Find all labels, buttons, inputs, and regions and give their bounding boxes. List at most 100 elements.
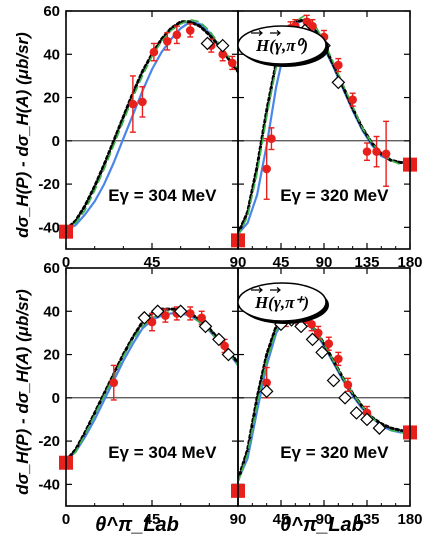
data-point-diamond — [173, 304, 188, 319]
curve-group — [66, 307, 238, 464]
panel-bottom-left: 0 45 90 -40 -20 0 20 40 60 Eγ = 304 MeV — [38, 260, 246, 528]
x-axis-label-right: θ^π_Lab — [280, 514, 364, 536]
x-tick-label: 90 — [230, 254, 247, 271]
top-row: 0 45 90 -40 -20 0 20 40 60 Eγ = 304 MeV 45 90 135 180… — [38, 3, 422, 271]
data-point-circle — [308, 21, 317, 31]
theory-curve-blue-solid — [66, 312, 238, 462]
panel-top-right: 45 90 135 180 Eγ = 320 MeV H(γ,π⁰) — [231, 10, 423, 271]
energy-label: Eγ = 320 MeV — [280, 443, 389, 462]
data-point-circle — [220, 341, 229, 351]
data-point-diamond — [349, 406, 364, 420]
vector-arrow-icon — [251, 287, 263, 293]
data-point-diamond — [294, 319, 308, 334]
data-point-circle — [138, 97, 147, 107]
plot-frame — [65, 267, 239, 507]
data-point-circle — [267, 134, 276, 143]
y-tick-label: 0 — [52, 390, 60, 407]
reaction-label-oval — [237, 25, 327, 65]
data-point-circle — [334, 354, 343, 364]
energy-label: Eγ = 320 MeV — [280, 186, 389, 205]
data-point-circle — [147, 317, 157, 327]
data-point-diamond — [315, 345, 329, 360]
data-point-circle — [324, 339, 334, 349]
data-point-circle — [109, 378, 119, 387]
data-point-circle — [362, 147, 372, 156]
x-tick-label: 45 — [273, 254, 290, 271]
data-point-circle — [334, 60, 343, 70]
plot-frame — [237, 267, 411, 507]
data-point-diamond — [212, 332, 226, 347]
data-point-circle — [343, 380, 353, 390]
y-tick-label: 20 — [43, 347, 60, 364]
x-tick-label: 0 — [62, 254, 70, 271]
data-point-diamond — [326, 373, 341, 388]
data-point-circle — [185, 309, 195, 318]
theory-curve-black-dotted — [66, 307, 238, 463]
theory-curve-green-dashed — [66, 18, 238, 233]
energy-label: Eγ = 304 MeV — [108, 443, 217, 462]
data-point-diamond — [198, 319, 213, 334]
y-axis-label-top: dσ_H(P) - dσ_H(A) (μb/sr) — [13, 32, 32, 238]
plot-frame — [237, 10, 411, 250]
x-axis-label-left: θ^π_Lab — [95, 514, 179, 536]
panel-top-left: 0 45 90 -40 -20 0 20 40 60 Eγ = 304 MeV — [38, 3, 246, 271]
data-point-circle — [218, 49, 228, 59]
y-tick-label: -20 — [38, 176, 60, 193]
data-point-diamond — [150, 304, 165, 319]
data-point-diamond — [331, 75, 346, 90]
data-point-circle — [227, 58, 237, 68]
reaction-label-oval — [237, 282, 327, 322]
data-point-circle — [162, 36, 172, 46]
theory-curve-blue-solid — [66, 20, 238, 231]
x-tick-label: 45 — [273, 511, 290, 528]
data-point-diamond — [215, 38, 230, 53]
x-tick-label: 180 — [397, 254, 422, 271]
reaction-label: H(γ,π⁰) — [255, 36, 308, 55]
x-tick-label: 45 — [144, 511, 161, 528]
y-tick-label: 20 — [43, 90, 60, 107]
y-tick-label: 40 — [43, 46, 60, 63]
data-point-circle — [262, 378, 271, 387]
vector-arrow-icon — [270, 30, 281, 36]
vector-arrow-icon — [270, 287, 281, 293]
data-point-circle — [372, 147, 381, 156]
data-point-circle — [262, 164, 271, 174]
energy-label: Eγ = 304 MeV — [108, 186, 217, 205]
data-point-diamond — [259, 384, 274, 399]
data-point-diamond — [137, 310, 152, 325]
y-tick-label: -20 — [38, 433, 60, 450]
x-tick-label: 180 — [397, 511, 422, 528]
data-point-circle — [149, 47, 159, 57]
data-point-circle — [185, 26, 195, 35]
y-tick-label: 60 — [43, 3, 60, 20]
x-tick-label: 135 — [354, 254, 379, 271]
x-tick-label: 90 — [316, 511, 333, 528]
data-point-circle — [172, 30, 182, 40]
y-tick-label: 40 — [43, 303, 60, 320]
data-point-diamond — [221, 347, 236, 362]
data-point-diamond — [200, 36, 215, 51]
data-point-diamond — [338, 390, 352, 405]
y-tick-label: -40 — [38, 219, 60, 236]
data-point-circle — [128, 99, 138, 109]
data-point-diamond — [372, 421, 387, 435]
bottom-row: 0 45 90 -40 -20 0 20 40 60 Eγ = 304 MeV 45 90 135 180… — [38, 260, 422, 528]
y-tick-label: 60 — [43, 260, 60, 277]
data-point-diamond — [360, 412, 374, 427]
y-tick-label: -40 — [38, 476, 60, 493]
x-tick-label: 135 — [354, 511, 379, 528]
y-axis-label-bottom: dσ_H(P) - dσ_H(A) (μb/sr) — [13, 289, 32, 495]
data-point-circle — [307, 319, 316, 329]
x-tick-label: 90 — [316, 254, 333, 271]
vector-arrow-icon — [251, 30, 263, 36]
data-point-circle — [161, 311, 170, 320]
x-tick-label: 45 — [144, 254, 161, 271]
panel-bottom-right: 45 90 135 180 Eγ = 320 MeV H(γ,π⁺) — [231, 267, 423, 528]
reaction-label: H(γ,π⁺) — [254, 293, 309, 312]
x-tick-label: 0 — [62, 511, 70, 528]
data-point-circle — [381, 149, 391, 159]
y-tick-label: 0 — [52, 133, 60, 150]
data-point-circle — [348, 95, 357, 105]
data-point-diamond — [305, 332, 320, 347]
